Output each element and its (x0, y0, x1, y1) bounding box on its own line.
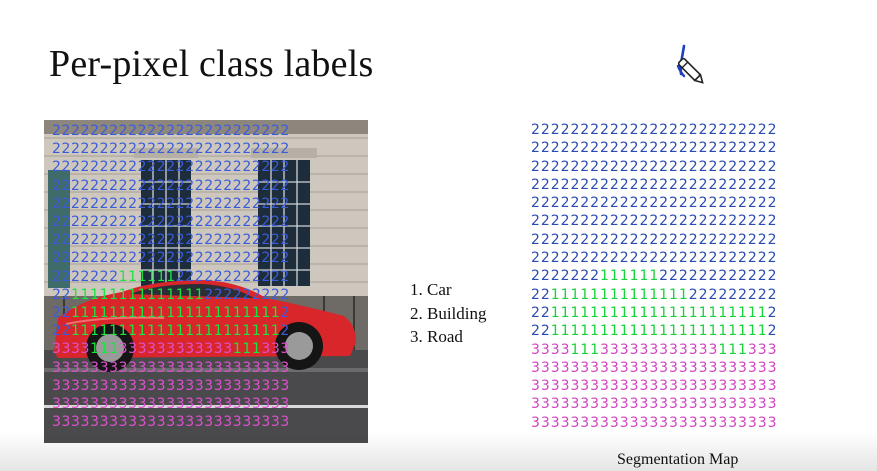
legend-item-car: 1. Car (410, 280, 452, 299)
segmentation-map-row: 2211111111111111111111112 (531, 304, 778, 321)
overlay-label-row: 2222222222222222222222222 (52, 123, 290, 139)
pen-icon[interactable] (670, 38, 714, 94)
overlay-label-row: 3333333333333333333333333 (52, 414, 290, 431)
overlay-label-row: 2222222222222222222222222 (52, 195, 290, 212)
segmentation-map-row: 2222222222222222222222222 (531, 122, 778, 138)
overlay-label-row: 2222222222222222222222222 (52, 214, 290, 231)
overlay-label-row: 2222222222222222222222222 (52, 250, 290, 267)
segmentation-map-caption: Segmentation Map (617, 451, 739, 468)
overlay-label-row: 2211111111111111222222222 (52, 286, 290, 303)
segmentation-map-row: 2222222222222222222222222 (531, 231, 778, 248)
segmentation-map-row: 2222222222222222222222222 (531, 176, 778, 193)
segmentation-map-row: 2222222222222222222222222 (531, 140, 778, 157)
segmentation-map-row: 2222222222222222222222222 (531, 213, 778, 230)
legend-item-building: 2. Building (410, 303, 487, 323)
segmentation-map-row: 2222222222222222222222222 (531, 195, 778, 212)
overlay-label-row: 2222222222222222222222222 (52, 159, 290, 176)
overlay-label-row: 2222222222222222222222222 (52, 232, 290, 249)
overlay-label-row: 3333333333333333333333333 (52, 377, 290, 394)
segmentation-map-row: 3333333333333333333333333 (531, 396, 778, 413)
segmentation-map-row: 2211111111111111111111112 (531, 323, 778, 340)
overlay-label-row: 3333111333333333333111333 (52, 341, 290, 358)
segmentation-map-row: 2211111111111111222222222 (531, 286, 778, 303)
overlay-label-row: 2222222222222222222222222 (52, 141, 290, 158)
legend-item-road: 3. Road (410, 327, 463, 346)
segmentation-map-grid: 2222222222222222222222222 222222222222222… (531, 121, 777, 432)
overlay-label-row: 3333333333333333333333333 (52, 359, 290, 376)
overlay-label-row: 2211111111111111111111112 (52, 323, 290, 340)
overlay-label-row: 2211111111111111111111112 (52, 305, 290, 322)
segmentation-map-row: 2222222222222222222222222 (531, 250, 778, 267)
overlay-label-row: 2222222111111222222222222 (52, 268, 290, 285)
class-legend: 1. Car 2. Building 3. Road (410, 278, 487, 349)
overlay-label-row: 2222222222222222222222222 (52, 177, 290, 194)
label-overlay-grid: 2222222222222222222222222 222222222222222… (44, 120, 368, 443)
segmentation-map-row: 3333333333333333333333333 (531, 359, 778, 376)
segmentation-map-row: 3333111333333333333111333 (531, 341, 778, 358)
slide-title: Per-pixel class labels (49, 43, 374, 85)
segmentation-map-row: 3333333333333333333333333 (531, 414, 778, 431)
segmentation-map-row: 2222222222222222222222222 (531, 158, 778, 175)
street-photo: 2222222222222222222222222 222222222222222… (44, 120, 368, 443)
overlay-label-row: 3333333333333333333333333 (52, 396, 290, 413)
segmentation-map-row: 3333333333333333333333333 (531, 378, 778, 395)
segmentation-map-row: 2222222111111222222222222 (531, 268, 778, 285)
car-building-scene (44, 120, 368, 443)
